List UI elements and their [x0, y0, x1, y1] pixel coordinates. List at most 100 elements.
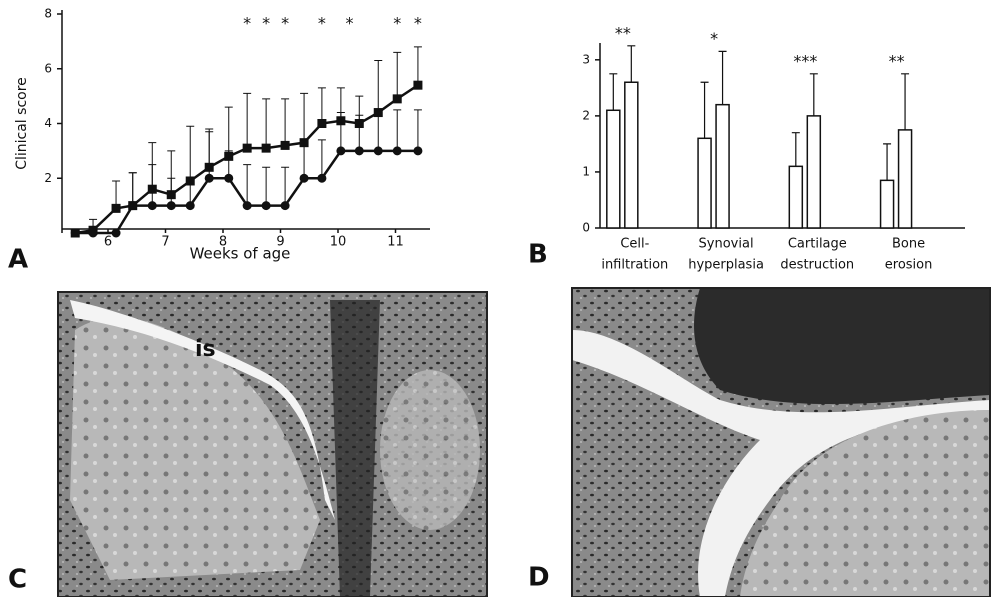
marker	[261, 143, 271, 153]
panel-label: C	[8, 565, 27, 595]
marker	[299, 173, 309, 183]
x-tick-label: 9	[276, 235, 284, 250]
marker	[242, 143, 252, 153]
error-bar	[128, 172, 137, 206]
error-bar	[901, 73, 910, 130]
bar	[715, 103, 730, 229]
bar	[624, 81, 639, 229]
y-tick-label: 4	[44, 116, 52, 130]
error-bar	[281, 98, 290, 146]
series-line	[75, 84, 419, 235]
significance: *	[262, 14, 270, 33]
error-bar	[413, 109, 422, 151]
frame	[571, 287, 991, 597]
frame	[57, 291, 488, 597]
marker	[354, 146, 364, 156]
error-bar	[243, 92, 252, 149]
panel-label: B	[528, 240, 548, 270]
marker	[373, 146, 383, 156]
error-bar	[718, 50, 727, 105]
error-bar	[262, 98, 271, 149]
x-axis-label: Weeks of age	[190, 245, 291, 263]
y-tick-label: 1	[582, 164, 590, 178]
cartilage	[380, 370, 480, 530]
marker	[317, 119, 327, 128]
error-bar	[317, 139, 326, 179]
error-bar	[374, 109, 383, 151]
y-tick-label: 2	[582, 108, 590, 122]
error-bar	[393, 109, 402, 151]
dark-tissue	[330, 300, 380, 597]
error-bar	[393, 51, 402, 99]
marker	[280, 201, 290, 211]
marker	[111, 228, 121, 238]
annotation: is	[195, 337, 216, 362]
error-bar	[317, 87, 326, 124]
error-bar	[224, 106, 233, 157]
error-bar	[300, 92, 309, 143]
error-bar	[355, 114, 364, 151]
significance: *	[710, 29, 718, 48]
micrograph-d	[571, 287, 991, 597]
x-tick-label: 8	[219, 235, 227, 250]
bar	[606, 109, 621, 229]
x-tick-label: erosion	[885, 258, 933, 273]
error-bar	[205, 131, 214, 179]
error-bar	[243, 164, 252, 206]
marker	[261, 201, 271, 211]
error-bar	[374, 60, 383, 113]
x-tick-label: Cell-	[620, 237, 649, 252]
x-tick-label: 11	[387, 235, 404, 250]
marker	[166, 201, 176, 211]
x-tick-label: Bone	[892, 237, 925, 252]
bar	[788, 165, 804, 229]
cartilage	[740, 410, 990, 597]
error-bar	[148, 164, 157, 206]
marker	[204, 173, 214, 183]
y-tick-label: 6	[44, 61, 52, 75]
error-bar	[262, 166, 271, 206]
error-bar	[167, 177, 176, 206]
marker	[185, 201, 195, 211]
marker	[392, 146, 402, 156]
cartilage-dark	[694, 288, 990, 405]
error-bar	[336, 112, 345, 151]
series-line	[75, 149, 418, 235]
error-bar	[112, 180, 121, 209]
error-bar	[186, 125, 195, 181]
bar	[879, 179, 895, 229]
x-tick-label: Cartilage	[788, 237, 847, 252]
significance: *	[414, 14, 422, 33]
significance: **	[889, 51, 905, 70]
micrograph-c: is	[57, 291, 488, 597]
error-bar	[281, 166, 290, 206]
x-tick-label: 7	[161, 235, 169, 250]
marker	[111, 203, 121, 213]
y-tick-label: 0	[582, 221, 590, 235]
significance: **	[615, 23, 631, 42]
error-bar	[186, 177, 195, 206]
x-tick-label: 6	[104, 235, 112, 250]
x-tick-label: hyperplasia	[688, 258, 764, 273]
marker	[413, 146, 423, 156]
significance: *	[346, 14, 354, 33]
marker	[242, 201, 252, 211]
bar	[697, 137, 712, 229]
error-bar	[791, 132, 800, 167]
marker	[128, 201, 138, 211]
marker	[70, 228, 80, 238]
x-tick-label: infiltration	[601, 258, 668, 273]
significance: *	[393, 14, 401, 33]
joint-space	[572, 330, 990, 597]
significance: *	[281, 14, 289, 33]
bar	[897, 129, 913, 229]
x-tick-label: 10	[330, 235, 347, 250]
marker	[88, 228, 98, 238]
error-bar	[700, 81, 709, 139]
error-bar	[627, 45, 636, 83]
joint-space	[70, 300, 335, 520]
marker	[336, 146, 346, 156]
y-axis-label: Clinical score	[14, 77, 30, 170]
x-tick-label: destruction	[780, 258, 854, 273]
